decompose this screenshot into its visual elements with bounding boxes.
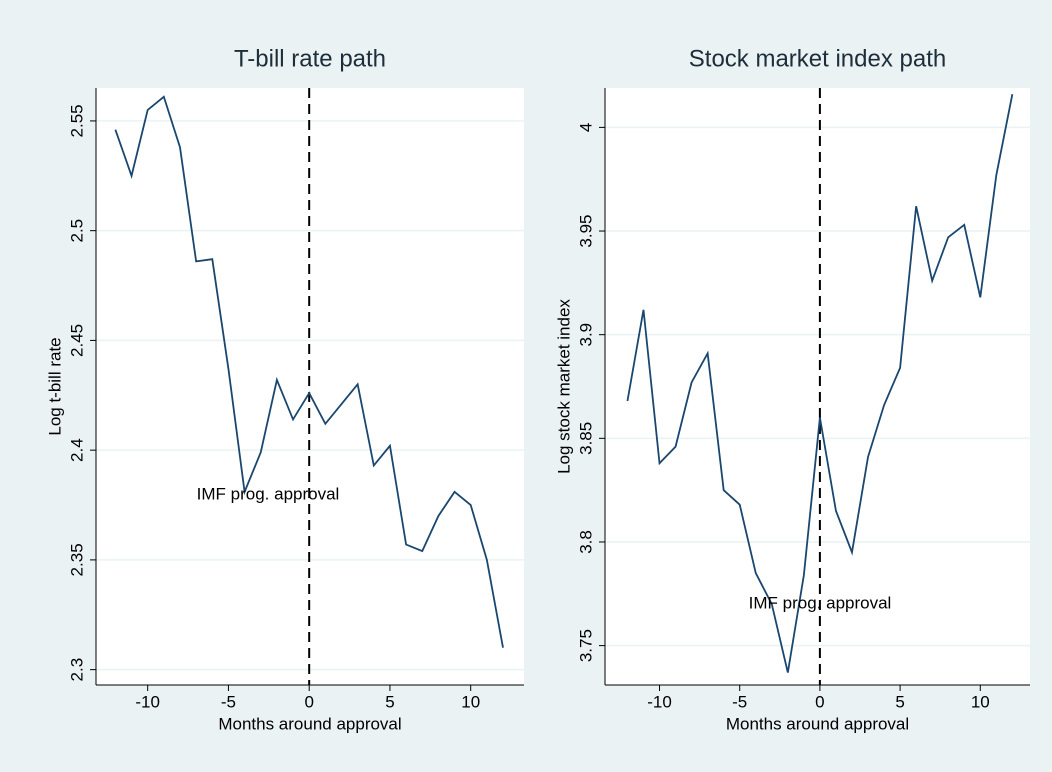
x-tick-label: 5 [385,692,394,711]
y-tick-label: 2.45 [67,324,86,357]
x-tick-label: 10 [461,692,480,711]
y-tick-label: 3.75 [576,629,595,662]
x-tick-label: -10 [647,692,672,711]
x-tick-label: 0 [815,692,824,711]
data-line [114,95,504,648]
y-axis-label: Log stock market index [554,299,573,474]
x-axis-label: Months around approval [726,714,909,733]
x-axis-label: Months around approval [218,714,401,733]
annotation: IMF prog. approval [749,593,892,612]
chart-title: Stock market index path [689,45,946,72]
y-tick-label: 2.55 [67,104,86,137]
y-tick-label: 2.4 [67,438,86,462]
y-tick-label: 2.5 [67,219,86,243]
x-tick-label: 5 [895,692,904,711]
chart-title: T-bill rate path [234,45,386,72]
y-tick-label: 3.9 [576,323,595,347]
x-tick-label: -5 [732,692,747,711]
annotation: IMF prog. approval [197,484,340,503]
x-tick-label: -5 [221,692,236,711]
x-tick-label: 10 [971,692,990,711]
y-axis-label: Log t-bill rate [45,337,64,435]
data-line [626,94,1014,673]
x-tick-label: -10 [135,692,160,711]
x-tick-label: 0 [304,692,313,711]
y-tick-label: 3.95 [576,214,595,247]
y-tick-label: 2.3 [67,658,86,682]
y-tick-label: 4 [576,123,595,132]
y-tick-label: 2.35 [67,543,86,576]
y-tick-label: 3.8 [576,530,595,554]
y-tick-label: 3.85 [576,422,595,455]
plot-area [605,88,1030,685]
